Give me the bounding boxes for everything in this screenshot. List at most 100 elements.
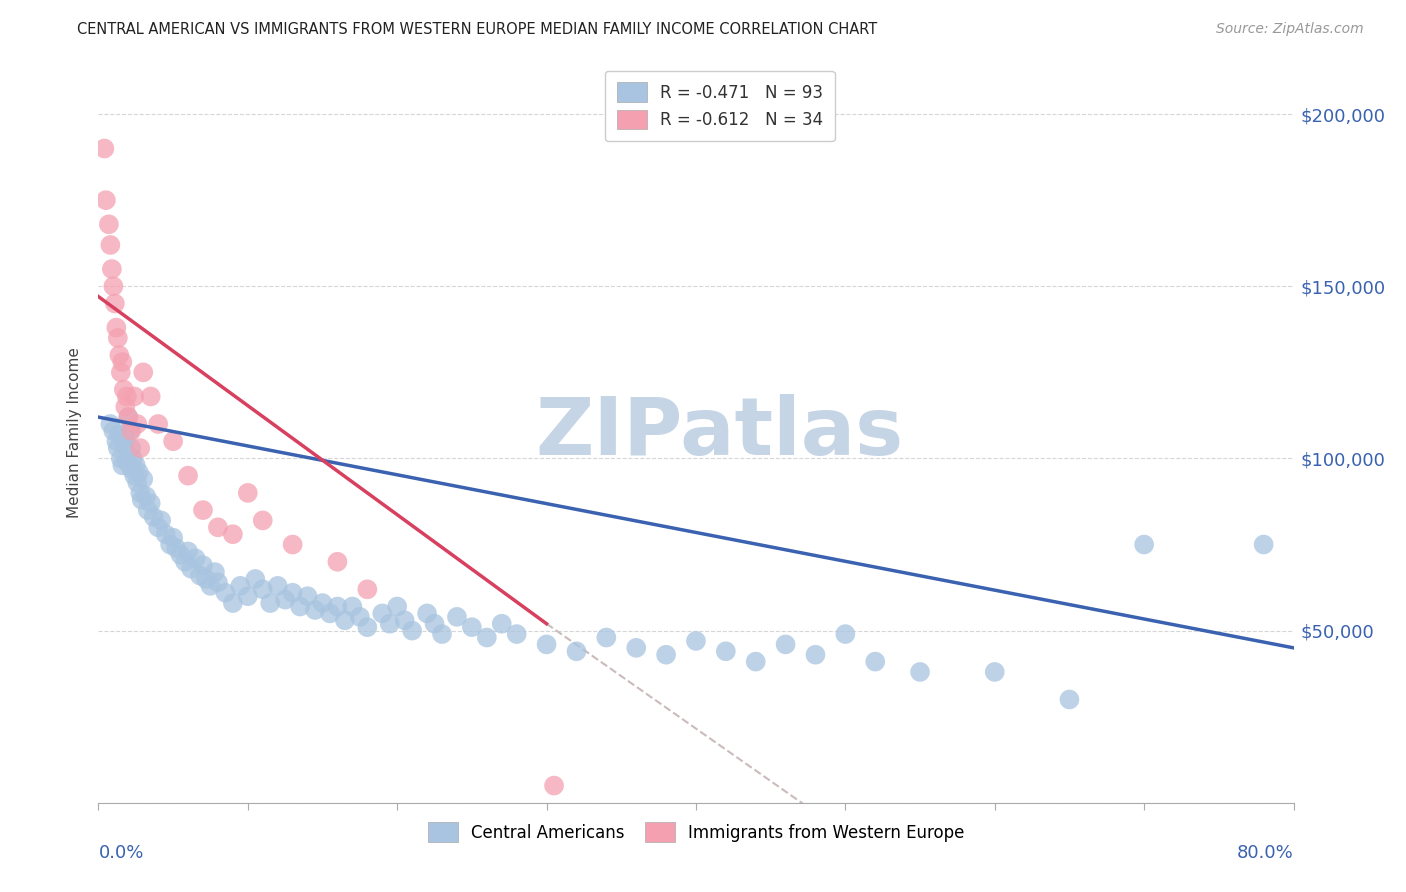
Point <box>114 400 136 414</box>
Point <box>101 262 124 277</box>
Point <box>111 355 134 369</box>
Point <box>446 610 468 624</box>
Point <box>121 451 143 466</box>
Point <box>162 531 184 545</box>
Point <box>132 472 155 486</box>
Point <box>174 555 197 569</box>
Point <box>236 589 259 603</box>
Point <box>430 627 453 641</box>
Point <box>132 365 155 379</box>
Point <box>124 389 146 403</box>
Point <box>191 503 214 517</box>
Point <box>385 599 409 614</box>
Point <box>112 438 135 452</box>
Point <box>475 631 498 645</box>
Point <box>131 492 153 507</box>
Text: ZIPatlas: ZIPatlas <box>536 393 904 472</box>
Point <box>120 441 142 455</box>
Point <box>159 537 181 551</box>
Point <box>120 462 142 476</box>
Point <box>195 572 218 586</box>
Point <box>229 579 252 593</box>
Point <box>326 599 349 614</box>
Point <box>177 544 200 558</box>
Point <box>326 555 349 569</box>
Point <box>775 637 797 651</box>
Point <box>259 596 281 610</box>
Point <box>184 551 207 566</box>
Point <box>204 565 226 579</box>
Point <box>103 279 125 293</box>
Point <box>108 427 131 442</box>
Point <box>245 572 267 586</box>
Point <box>207 520 229 534</box>
Point <box>214 586 236 600</box>
Text: 80.0%: 80.0% <box>1237 844 1294 862</box>
Point <box>98 238 122 252</box>
Point <box>110 365 132 379</box>
Point <box>626 640 648 655</box>
Point <box>200 579 222 593</box>
Point <box>714 644 737 658</box>
Point <box>117 410 139 425</box>
Point <box>378 616 401 631</box>
Point <box>120 424 142 438</box>
Point <box>148 520 170 534</box>
Point <box>543 779 565 793</box>
Point <box>124 468 146 483</box>
Point <box>319 607 342 621</box>
Point <box>685 634 707 648</box>
Point <box>118 424 141 438</box>
Point <box>297 589 319 603</box>
Point <box>416 607 439 621</box>
Point <box>236 486 259 500</box>
Point <box>105 320 128 334</box>
Point <box>908 665 931 679</box>
Point <box>281 586 304 600</box>
Point <box>865 655 887 669</box>
Point <box>177 468 200 483</box>
Point <box>110 451 132 466</box>
Point <box>1059 692 1081 706</box>
Point <box>148 417 170 431</box>
Point <box>595 631 617 645</box>
Point <box>108 348 131 362</box>
Point <box>506 627 529 641</box>
Point <box>128 465 150 479</box>
Point <box>356 620 378 634</box>
Point <box>129 441 152 455</box>
Point <box>180 561 202 575</box>
Point <box>565 644 588 658</box>
Point <box>304 603 326 617</box>
Point <box>94 193 117 207</box>
Point <box>311 596 333 610</box>
Point <box>401 624 423 638</box>
Point <box>804 648 827 662</box>
Point <box>1133 537 1156 551</box>
Point <box>105 434 128 449</box>
Point <box>139 389 162 403</box>
Point <box>274 592 297 607</box>
Point <box>333 613 356 627</box>
Point <box>165 541 187 555</box>
Point <box>1253 537 1275 551</box>
Point <box>252 582 274 597</box>
Point <box>655 648 678 662</box>
Legend: Central Americans, Immigrants from Western Europe: Central Americans, Immigrants from Weste… <box>419 814 973 850</box>
Point <box>135 489 157 503</box>
Point <box>127 417 149 431</box>
Point <box>103 424 125 438</box>
Point <box>139 496 162 510</box>
Point <box>188 568 211 582</box>
Point <box>169 548 191 562</box>
Point <box>115 389 138 403</box>
Point <box>107 331 129 345</box>
Point <box>150 513 173 527</box>
Point <box>222 527 245 541</box>
Point <box>98 417 122 431</box>
Point <box>252 513 274 527</box>
Point <box>127 475 149 490</box>
Point <box>114 431 136 445</box>
Y-axis label: Median Family Income: Median Family Income <box>67 347 83 518</box>
Point <box>342 599 364 614</box>
